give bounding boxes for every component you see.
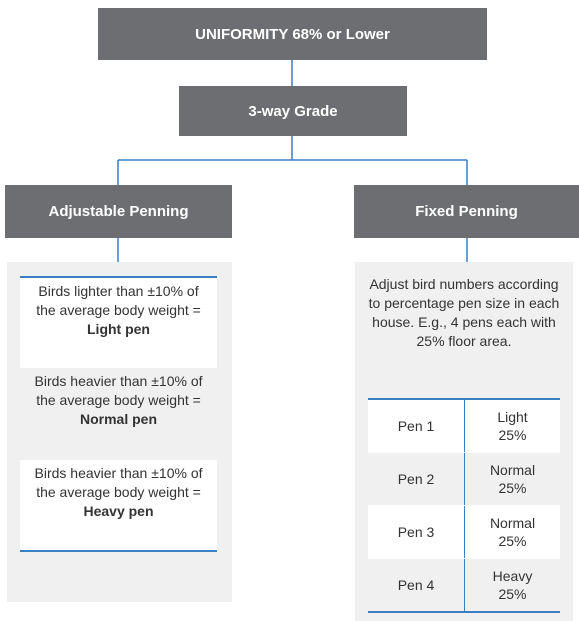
table-cell: Light 25%	[497, 409, 528, 443]
table-row: Pen 4 Heavy 25%	[368, 558, 560, 611]
item-text: Birds heavier than ±10% of the average b…	[34, 465, 203, 500]
pen-table: Pen 1 Light 25% Pen 2 Normal 25% Pen 3 Normal…	[368, 398, 560, 613]
table-cell: Pen 3	[368, 506, 465, 558]
table-row: Pen 2 Normal 25%	[368, 452, 560, 505]
right-panel: Adjust bird numbers according to percent…	[355, 262, 573, 621]
table-cell: Pen 1	[368, 400, 465, 452]
left-panel: Birds lighter than ±10% of the average b…	[7, 262, 232, 602]
table-cell: Normal 25%	[489, 515, 536, 549]
item-text: Birds lighter than ±10% of the average b…	[36, 283, 201, 318]
branch-box: Adjustable Penning	[5, 185, 232, 238]
table-cell: Pen 2	[368, 453, 465, 505]
item-emphasis: Normal pen	[79, 411, 157, 427]
item-emphasis: Heavy pen	[83, 503, 154, 519]
item: Birds lighter than ±10% of the average b…	[20, 278, 217, 368]
table-cell: Pen 4	[368, 559, 465, 611]
table-row: Pen 3 Normal 25%	[368, 505, 560, 558]
table-cell: Normal 25%	[489, 462, 536, 496]
root-box: UNIFORMITY 68% or Lower	[98, 8, 487, 60]
item: Birds heavier than ±10% of the average b…	[20, 368, 217, 460]
item-emphasis: Light pen	[87, 321, 150, 337]
table-cell: Heavy 25%	[492, 568, 533, 602]
item-text: Birds heavier than ±10% of the average b…	[34, 373, 203, 408]
description: Adjust bird numbers according to percent…	[368, 276, 560, 349]
branch-box: Fixed Penning	[354, 185, 579, 238]
step-box: 3-way Grade	[179, 86, 407, 136]
item: Birds heavier than ±10% of the average b…	[20, 460, 217, 550]
left-table: Birds lighter than ±10% of the average b…	[20, 276, 217, 552]
table-row: Pen 1 Light 25%	[368, 400, 560, 452]
